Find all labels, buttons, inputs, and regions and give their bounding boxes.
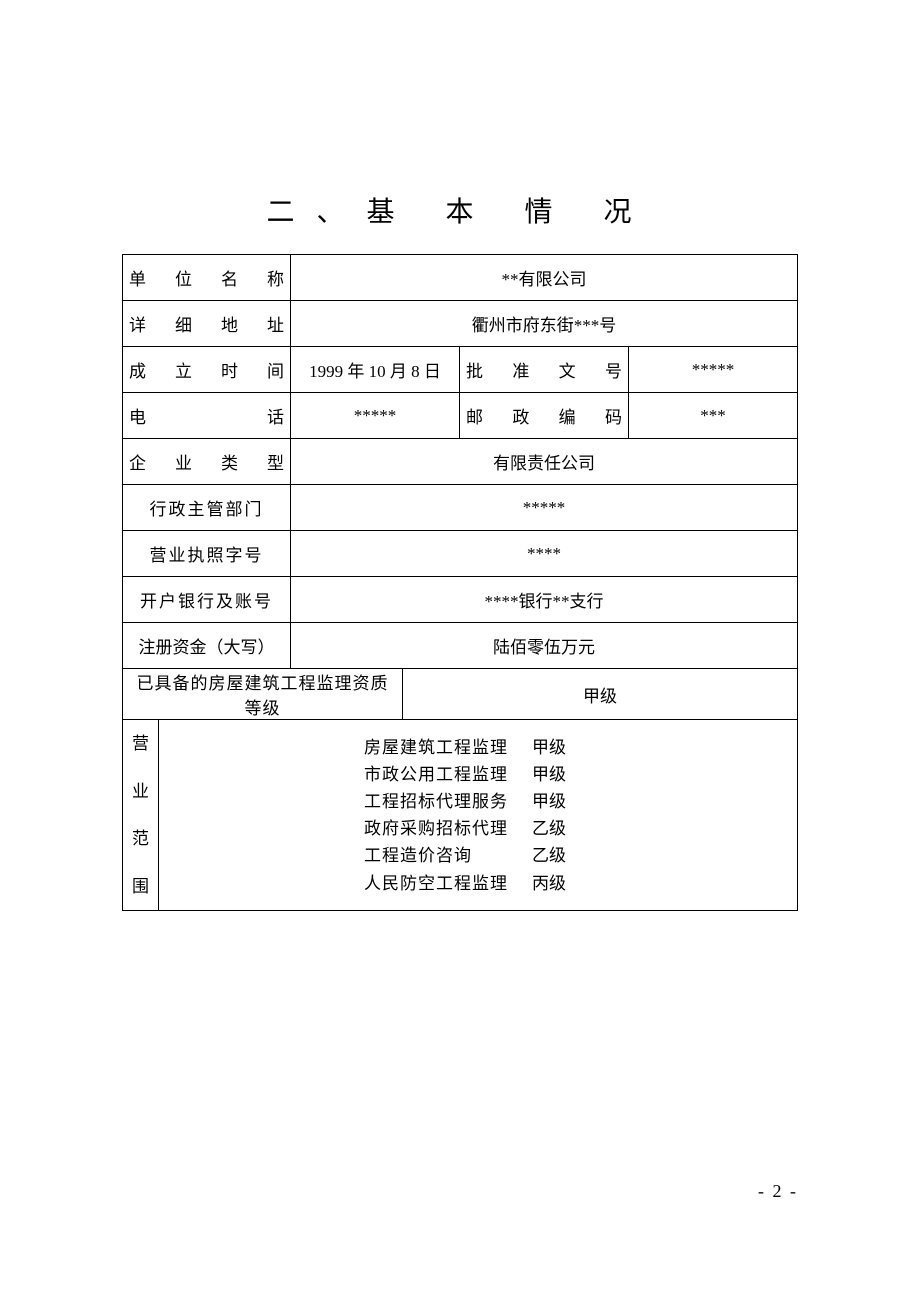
scope-item: 工程招标代理服务甲级	[364, 788, 592, 815]
label-approval-no: 批 准 文 号	[460, 347, 629, 393]
scope-item: 工程造价咨询乙级	[364, 842, 592, 869]
scope-body: 房屋建筑工程监理甲级市政公用工程监理甲级工程招标代理服务甲级政府采购招标代理乙级…	[159, 720, 798, 911]
label-enterprise-type: 企 业 类 型	[123, 439, 291, 485]
value-approval-no: *****	[629, 347, 798, 393]
scope-item-grade: 乙级	[532, 815, 592, 842]
value-enterprise-type: 有限责任公司	[291, 439, 798, 485]
scope-item-name: 市政公用工程监理	[364, 761, 532, 788]
label-license-no: 营业执照字号	[123, 531, 291, 577]
scope-table: 营业范围 房屋建筑工程监理甲级市政公用工程监理甲级工程招标代理服务甲级政府采购招…	[122, 719, 798, 911]
label-scope-text: 营业范围	[129, 720, 152, 910]
scope-label-char: 营	[129, 720, 152, 768]
value-license-no: ****	[291, 531, 798, 577]
label-postcode: 邮 政 编 码	[460, 393, 629, 439]
section-title: 二、基 本 情 况	[122, 190, 798, 230]
scope-item-grade: 甲级	[532, 788, 592, 815]
scope-item-grade: 甲级	[532, 734, 592, 761]
value-admin-dept: *****	[291, 485, 798, 531]
scope-label-char: 范	[129, 815, 152, 863]
value-phone: *****	[291, 393, 460, 439]
scope-label-char: 围	[129, 863, 152, 911]
value-founded: 1999 年 10 月 8 日	[291, 347, 460, 393]
label-scope: 营业范围	[123, 720, 159, 911]
qualification-table: 已具备的房屋建筑工程监理资质等级 甲级	[122, 668, 798, 720]
scope-item-grade: 乙级	[532, 842, 592, 869]
value-existing-qual: 甲级	[403, 669, 798, 720]
label-founded: 成 立 时 间	[123, 347, 291, 393]
scope-item-grade: 甲级	[532, 761, 592, 788]
label-phone: 电 话	[123, 393, 291, 439]
scope-item-name: 房屋建筑工程监理	[364, 734, 532, 761]
label-reg-capital: 注册资金（大写）	[123, 623, 291, 669]
scope-item-name: 工程招标代理服务	[364, 788, 532, 815]
label-company-name: 单 位 名 称	[123, 255, 291, 301]
value-address: 衢州市府东街***号	[291, 301, 798, 347]
label-address: 详 细 地 址	[123, 301, 291, 347]
value-postcode: ***	[629, 393, 798, 439]
scope-label-char: 业	[129, 768, 152, 816]
value-reg-capital: 陆佰零伍万元	[291, 623, 798, 669]
scope-item: 人民防空工程监理丙级	[364, 870, 592, 897]
label-admin-dept: 行政主管部门	[123, 485, 291, 531]
scope-list: 房屋建筑工程监理甲级市政公用工程监理甲级工程招标代理服务甲级政府采购招标代理乙级…	[364, 734, 592, 897]
page-number: - 2 -	[758, 1181, 798, 1202]
scope-item-name: 政府采购招标代理	[364, 815, 532, 842]
label-bank: 开户银行及账号	[123, 577, 291, 623]
basic-info-table: 单 位 名 称 **有限公司 详 细 地 址 衢州市府东街***号 成 立 时 …	[122, 254, 798, 669]
scope-item-grade: 丙级	[532, 870, 592, 897]
value-company-name: **有限公司	[291, 255, 798, 301]
scope-item: 房屋建筑工程监理甲级	[364, 734, 592, 761]
page: 二、基 本 情 况 单 位 名 称 **有限公司 详 细 地 址 衢州市府东街*…	[0, 0, 920, 1302]
scope-item: 政府采购招标代理乙级	[364, 815, 592, 842]
scope-item-name: 人民防空工程监理	[364, 870, 532, 897]
value-bank: ****银行**支行	[291, 577, 798, 623]
label-existing-qual: 已具备的房屋建筑工程监理资质等级	[123, 669, 403, 720]
scope-item: 市政公用工程监理甲级	[364, 761, 592, 788]
scope-item-name: 工程造价咨询	[364, 842, 532, 869]
